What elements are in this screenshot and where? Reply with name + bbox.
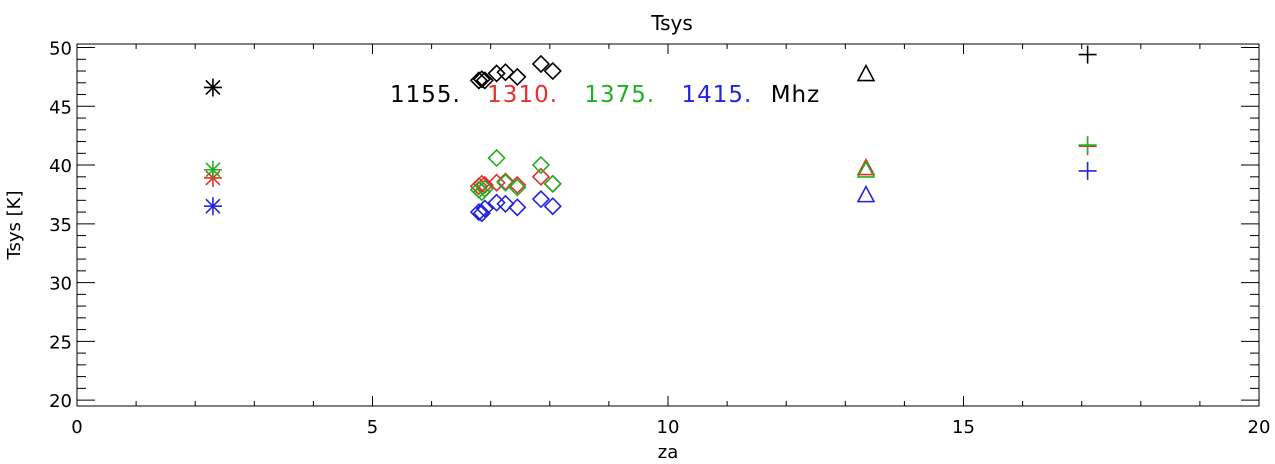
diamond-point (531, 190, 551, 209)
x-tick-label: 5 (367, 417, 378, 438)
y-tick-label: 20 (49, 391, 72, 412)
y-tick-label: 50 (49, 39, 72, 60)
diamond-point (543, 174, 562, 193)
legend-entry-1415: 1415. (682, 82, 753, 108)
triangle-point (856, 184, 876, 203)
plus-point (1078, 45, 1097, 64)
diamond-point (508, 175, 527, 195)
y-tick-label: 30 (49, 274, 72, 295)
diamond-point (475, 71, 494, 90)
diamond-point (469, 202, 489, 222)
diamond-point (496, 172, 515, 191)
chart-title: Tsys (650, 11, 693, 35)
axis-ticks: 0 5 10 15 20 20 25 30 35 40 45 50 (49, 39, 1270, 438)
y-tick-label: 35 (49, 215, 72, 236)
diamond-point (469, 71, 489, 90)
y-tick-label: 25 (49, 332, 72, 353)
diamond-point (543, 61, 562, 81)
y-tick-label: 45 (49, 97, 72, 118)
triangle-point (856, 63, 876, 82)
diamond-point (487, 148, 506, 168)
plus-point (1078, 136, 1097, 155)
asterisk-point (203, 78, 222, 97)
diamond-point (531, 155, 551, 175)
diamond-point (472, 70, 491, 89)
legend: 1155. 1310. 1375. 1415. Mhz (390, 82, 820, 108)
diamond-point (543, 197, 562, 216)
x-tick-label: 15 (952, 417, 975, 438)
diamond-point (531, 167, 551, 186)
diamond-point (487, 64, 506, 83)
diamond-point (472, 204, 491, 223)
diamond-point (508, 178, 527, 197)
x-tick-label: 0 (71, 417, 82, 438)
data-points (203, 45, 1097, 223)
y-axis-label: Tsys [K] (4, 191, 25, 261)
legend-unit: Mhz (771, 82, 821, 108)
diamond-point (475, 199, 494, 218)
plus-point (1078, 161, 1097, 180)
asterisk-point (203, 160, 222, 179)
x-tick-label: 10 (657, 417, 680, 438)
legend-entry-1375: 1375. (584, 82, 655, 108)
x-tick-label: 20 (1248, 417, 1271, 438)
diamond-point (508, 198, 527, 217)
y-tick-label: 40 (49, 156, 72, 177)
x-axis-label: za (658, 442, 678, 463)
asterisk-point (203, 197, 222, 216)
legend-entry-1155: 1155. (390, 82, 461, 108)
triangle-point (856, 157, 876, 176)
legend-entry-1310: 1310. (487, 82, 558, 108)
diamond-point (487, 173, 506, 192)
diamond-point (496, 63, 515, 82)
diamond-point (531, 54, 551, 74)
diamond-point (508, 67, 527, 87)
diamond-point (496, 173, 515, 192)
diamond-point (475, 179, 494, 198)
plot-frame (76, 43, 1260, 407)
triangle-point (856, 160, 876, 178)
diamond-point (472, 182, 491, 202)
diamond-point (496, 194, 515, 213)
diamond-point (472, 174, 491, 193)
